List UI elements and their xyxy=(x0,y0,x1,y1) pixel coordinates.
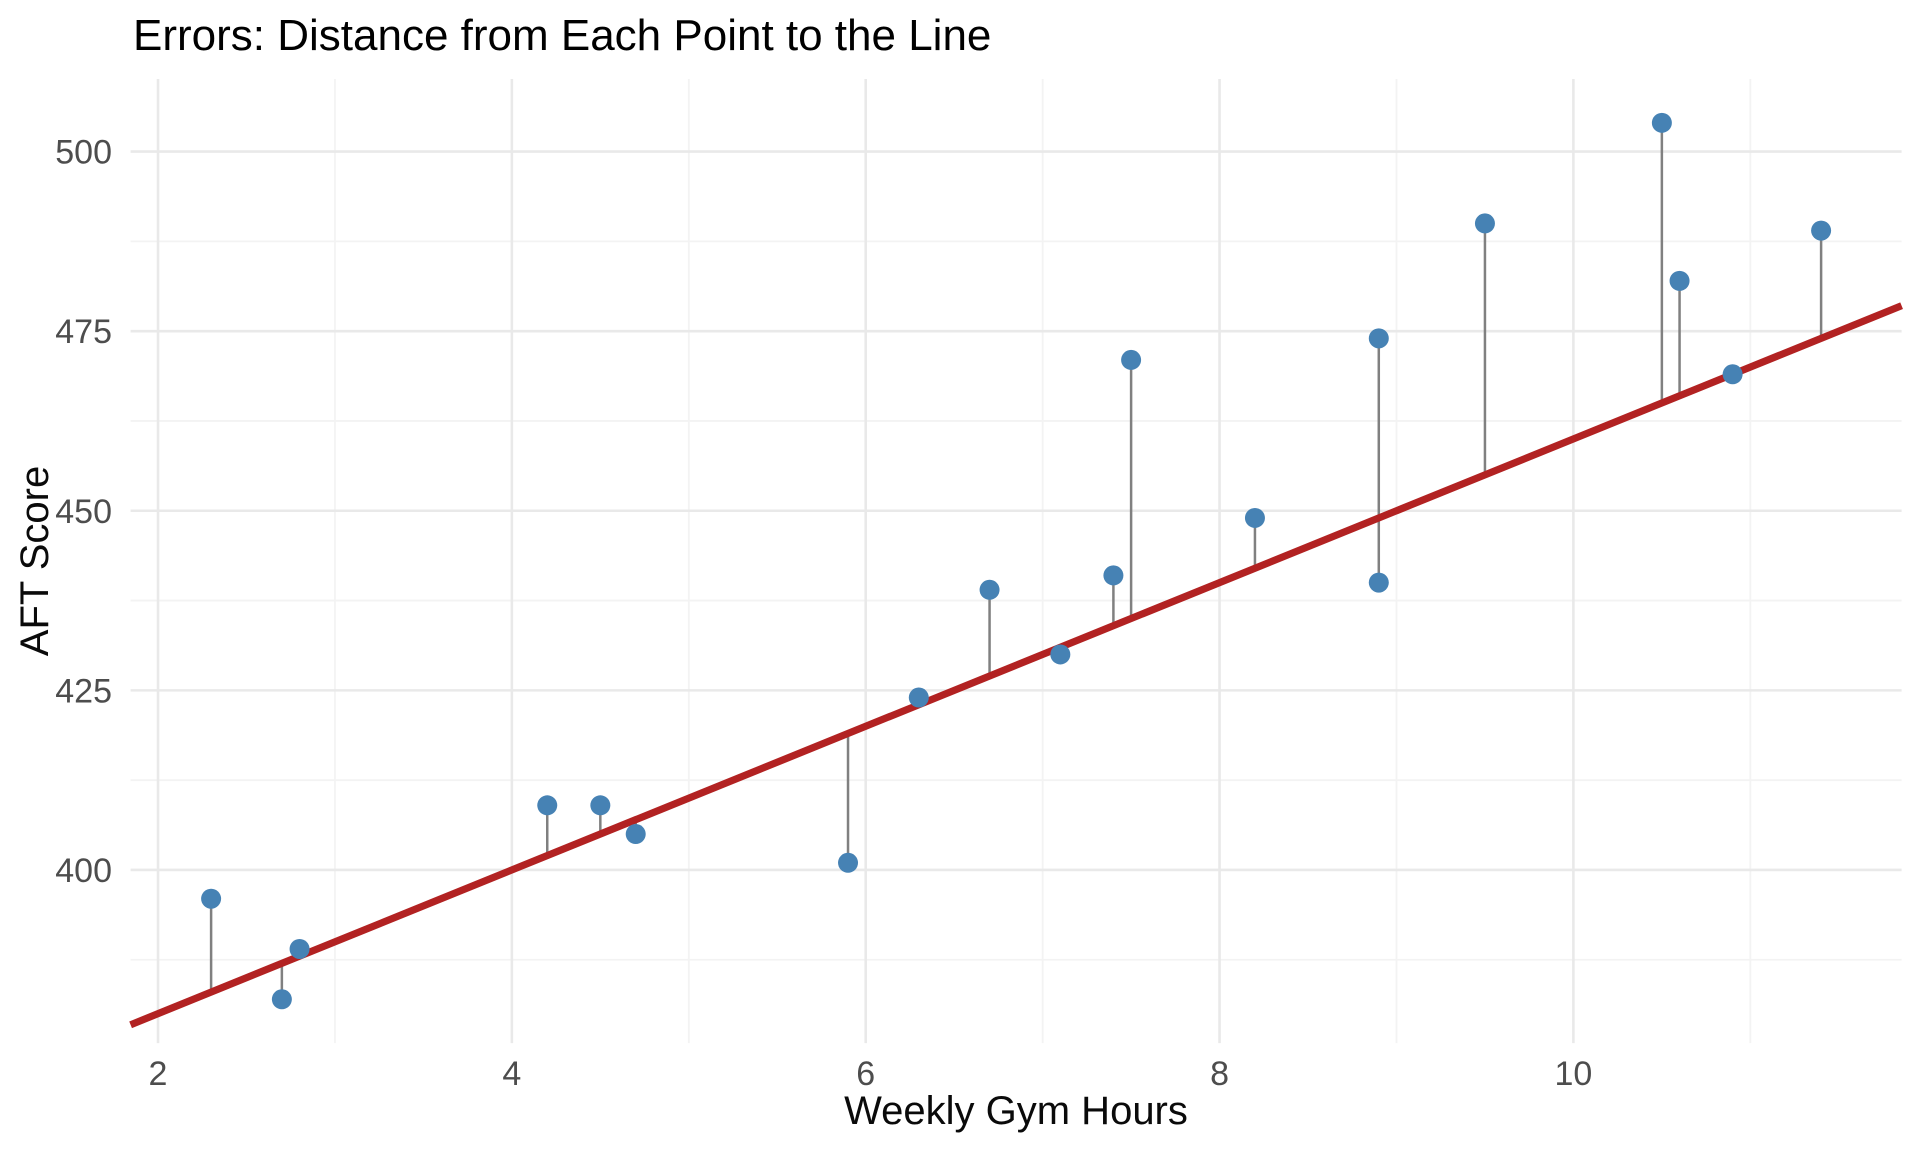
data-point xyxy=(1244,507,1265,528)
plot-title: Errors: Distance from Each Point to the … xyxy=(133,11,991,60)
data-point xyxy=(1811,220,1832,241)
data-point xyxy=(1368,328,1389,349)
data-point xyxy=(537,795,558,816)
data-point xyxy=(908,687,929,708)
gridlines-major xyxy=(130,79,1902,1044)
x-axis-tick-labels: 2 4 6 8 10 xyxy=(149,1055,1593,1093)
data-point xyxy=(1722,364,1743,385)
y-tick-label: 400 xyxy=(55,852,112,890)
y-axis-tick-labels: 400 425 450 475 500 xyxy=(55,134,112,890)
y-tick-label: 500 xyxy=(55,134,112,172)
x-tick-label: 8 xyxy=(1210,1055,1229,1093)
data-point xyxy=(271,989,292,1010)
gridlines-minor xyxy=(130,79,1902,1044)
data-point xyxy=(1121,349,1142,370)
y-tick-label: 475 xyxy=(55,313,112,351)
data-point xyxy=(1474,213,1495,234)
scatter-points-layer xyxy=(201,112,1832,1010)
data-point xyxy=(201,888,222,909)
y-tick-label: 425 xyxy=(55,672,112,710)
data-point xyxy=(838,852,859,873)
regression-line-layer xyxy=(129,302,1903,1029)
y-tick-label: 450 xyxy=(55,493,112,531)
x-tick-label: 4 xyxy=(502,1055,521,1093)
data-point xyxy=(979,579,1000,600)
error-segments xyxy=(209,122,1823,1000)
x-tick-label: 10 xyxy=(1554,1055,1592,1093)
data-point xyxy=(1651,112,1672,133)
data-point xyxy=(1669,270,1690,291)
y-axis-title: AFT Score xyxy=(13,466,57,656)
x-tick-label: 6 xyxy=(856,1055,875,1093)
x-tick-label: 2 xyxy=(149,1055,168,1093)
data-point xyxy=(625,824,646,845)
data-point xyxy=(590,795,611,816)
x-axis-title: Weekly Gym Hours xyxy=(844,1089,1188,1133)
data-point xyxy=(1368,572,1389,593)
data-point xyxy=(289,938,310,959)
data-point xyxy=(1103,565,1124,586)
data-point xyxy=(1050,644,1071,665)
regression-line xyxy=(129,302,1903,1029)
